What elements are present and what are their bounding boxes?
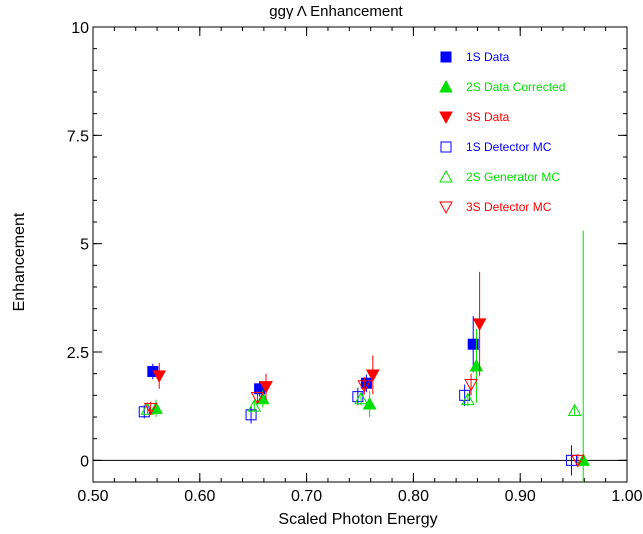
data-point: [143, 402, 158, 416]
legend-marker: [439, 111, 453, 125]
data-point: [461, 392, 475, 406]
y-tick-label: 10: [71, 20, 89, 37]
series-1s-data: [147, 316, 479, 397]
x-axis-title: Scaled Photon Energy: [278, 511, 437, 528]
data-point: [472, 318, 487, 331]
series-2s-generator-mc: [140, 391, 582, 416]
legend-marker: [439, 79, 453, 93]
data-point: [360, 377, 372, 389]
plot-frame: [92, 26, 628, 483]
x-tick-label: 0.60: [184, 488, 215, 505]
y-tick-label: 5: [80, 237, 89, 254]
data-point: [365, 369, 380, 383]
y-tick-label: 0: [80, 453, 89, 470]
data-point: [354, 391, 368, 405]
legend-marker: [440, 51, 452, 63]
data-point: [250, 392, 265, 405]
chart-title: ggγ Λ Enhancement: [269, 3, 403, 20]
plot-border: [92, 26, 628, 483]
series-layer: [138, 230, 591, 482]
data-point: [259, 381, 273, 394]
data-point: [469, 358, 484, 372]
data-point: [464, 379, 478, 392]
y-axis: 0 2.5 5 7.5 10: [67, 20, 627, 470]
y-axis-title: Enhancement: [11, 212, 28, 311]
legend-marker: [439, 169, 453, 183]
series-3s-data: [152, 271, 487, 400]
legend-label: 1S Data: [466, 50, 510, 64]
data-point: [571, 454, 585, 468]
y-tick-label: 7.5: [67, 128, 89, 145]
data-point: [467, 338, 479, 350]
legend-label: 2S Data Corrected: [466, 80, 565, 94]
x-tick-label: 1.00: [611, 488, 642, 505]
x-tick-label: 0.80: [398, 488, 429, 505]
y-tick-label: 2.5: [67, 345, 89, 362]
x-tick-label: 0.70: [291, 488, 322, 505]
data-point: [247, 399, 262, 412]
data-point: [567, 403, 582, 416]
legend-label: 1S Detector MC: [466, 140, 552, 154]
data-point: [245, 409, 257, 421]
legend-label: 3S Detector MC: [466, 200, 552, 214]
data-point: [357, 380, 372, 393]
legend: 1S Data 2S Data Corrected 3S Data 1S Detect…: [439, 50, 565, 215]
x-axis: 0.50 0.60 0.70 0.80 0.90 1.00: [77, 27, 643, 505]
x-tick-label: 0.90: [505, 488, 536, 505]
legend-label: 2S Generator MC: [466, 170, 560, 184]
legend-label: 3S Data: [466, 110, 510, 124]
legend-marker: [440, 141, 452, 153]
x-tick-label: 0.50: [77, 488, 108, 505]
series-2s-data-corrected: [149, 230, 591, 482]
series-3s-detector-mc: [143, 373, 585, 468]
legend-marker: [439, 201, 453, 215]
data-point: [152, 370, 167, 383]
